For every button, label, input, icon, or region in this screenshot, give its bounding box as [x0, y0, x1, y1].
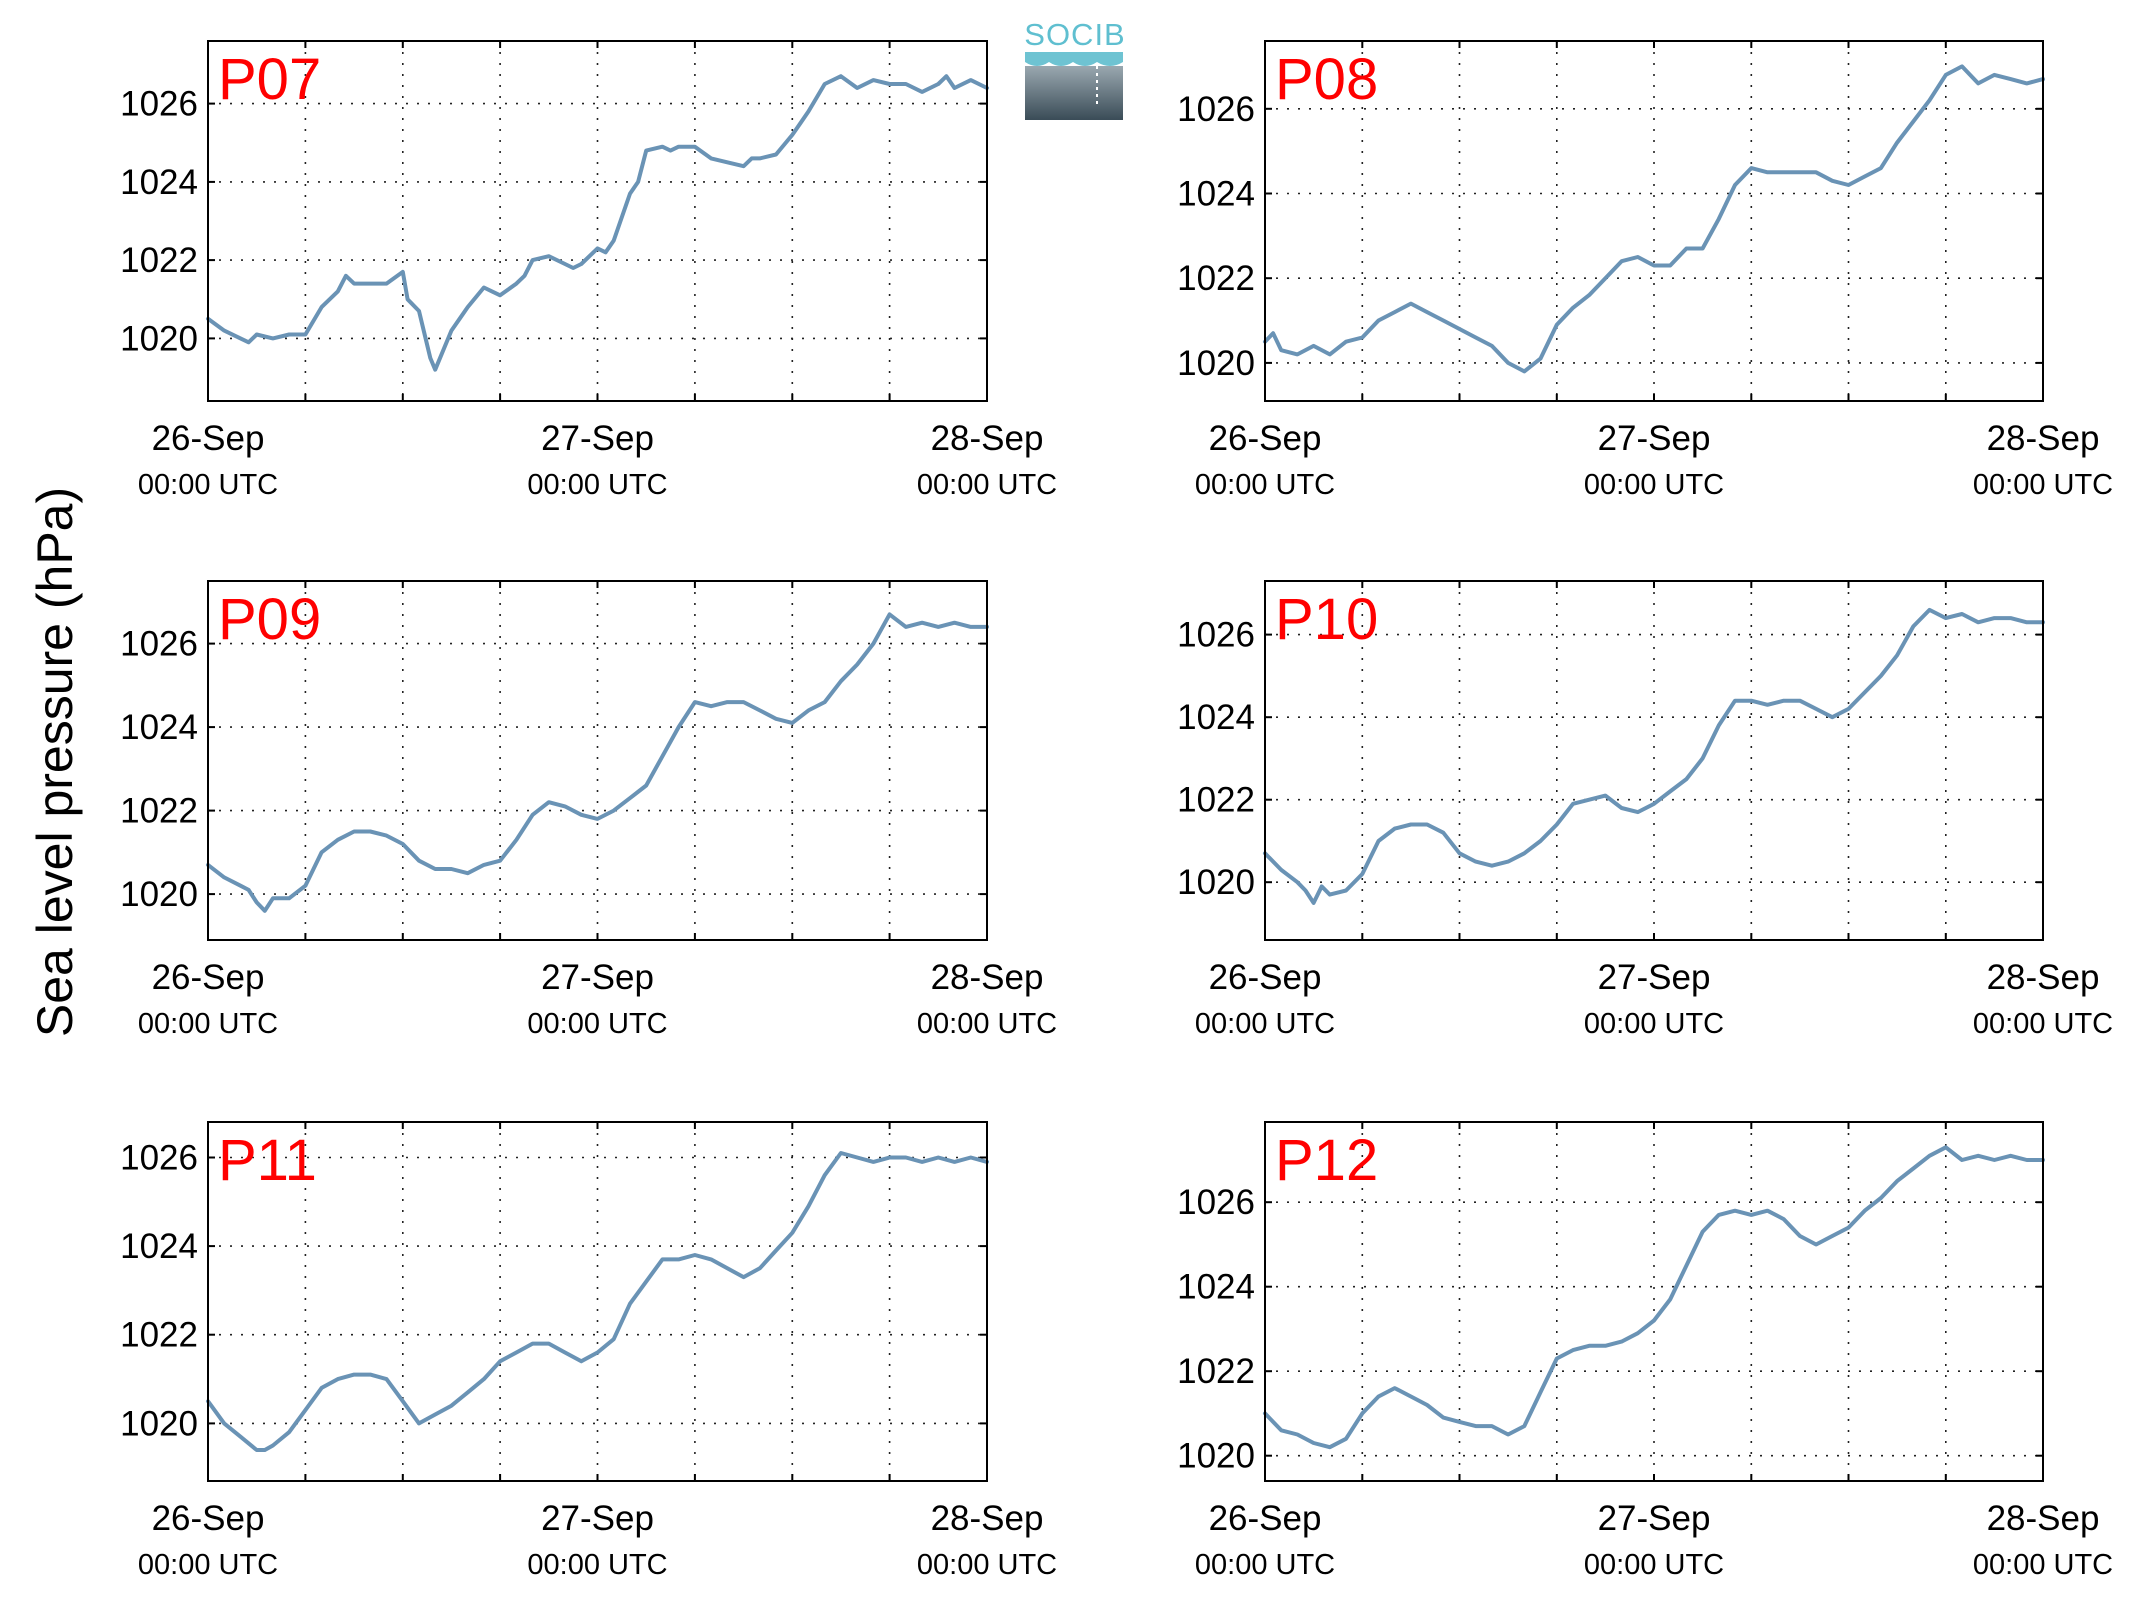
x-tick-sublabel: 00:00 UTC [138, 1549, 278, 1581]
x-tick-label: 28-Sep [1987, 958, 2100, 997]
x-tick-sublabel: 00:00 UTC [1195, 1549, 1335, 1581]
x-tick-label: 27-Sep [541, 958, 654, 997]
y-tick-label: 1024 [120, 708, 198, 747]
y-tick-label: 1024 [1177, 175, 1255, 214]
y-tick-label: 1026 [120, 85, 198, 124]
panel-p08: 1020 1022 1024 1026 26-Sep 00:00 UTC 27-Sep 00:… [1177, 40, 2113, 501]
y-tick-label: 1024 [120, 1227, 198, 1266]
x-tick-sublabel: 00:00 UTC [1584, 1549, 1724, 1581]
panel-p10: 1020 1022 1024 1026 26-Sep 00:00 UTC 27-Sep 00:… [1177, 580, 2113, 1040]
x-tick-label: 26-Sep [1209, 1499, 1322, 1538]
pressure-series-line [1263, 64, 2045, 374]
x-tick-label: 26-Sep [152, 419, 265, 458]
y-tick-label: 1020 [120, 319, 198, 358]
y-tick-label: 1020 [1177, 863, 1255, 902]
x-tick-label: 27-Sep [541, 419, 654, 458]
panel-label: P09 [218, 587, 321, 652]
x-tick-label: 28-Sep [931, 958, 1044, 997]
x-tick-sublabel: 00:00 UTC [1584, 469, 1724, 501]
x-tick-sublabel: 00:00 UTC [1973, 469, 2113, 501]
y-tick-label: 1026 [120, 1139, 198, 1178]
y-tick-label: 1022 [120, 1316, 198, 1355]
pressure-series-line [206, 74, 989, 372]
panel-label: P07 [218, 47, 321, 112]
y-tick-label: 1022 [1177, 1352, 1255, 1391]
x-tick-sublabel: 00:00 UTC [1195, 469, 1335, 501]
axes-frame [207, 40, 988, 402]
x-tick-label: 28-Sep [1987, 419, 2100, 458]
socib-logo: SOCIB [1024, 17, 1125, 120]
y-tick-label: 1026 [120, 625, 198, 664]
x-tick-sublabel: 00:00 UTC [527, 1549, 667, 1581]
x-tick-label: 26-Sep [1209, 958, 1322, 997]
y-tick-label: 1026 [1177, 1183, 1255, 1222]
x-tick-sublabel: 00:00 UTC [1584, 1008, 1724, 1040]
axes-frame [207, 580, 988, 941]
panel-label: P10 [1275, 587, 1378, 652]
y-tick-label: 1024 [120, 163, 198, 202]
x-tick-label: 28-Sep [931, 419, 1044, 458]
x-tick-label: 27-Sep [1598, 958, 1711, 997]
y-tick-label: 1022 [120, 241, 198, 280]
panel-p07: 1020 1022 1024 1026 26-Sep 00:00 UTC 27-Sep 00:… [120, 40, 1057, 501]
pressure-series-line [1263, 1145, 2045, 1450]
panel-p09: 1020 1022 1024 1026 26-Sep 00:00 UTC 27-Sep 00:… [120, 580, 1057, 1040]
x-tick-sublabel: 00:00 UTC [138, 1008, 278, 1040]
x-tick-sublabel: 00:00 UTC [1973, 1008, 2113, 1040]
logo-text: SOCIB [1024, 17, 1125, 52]
y-tick-label: 1020 [120, 875, 198, 914]
axes-frame [1264, 1121, 2044, 1482]
x-tick-label: 27-Sep [541, 1499, 654, 1538]
x-tick-label: 28-Sep [931, 1499, 1044, 1538]
x-tick-label: 26-Sep [152, 1499, 265, 1538]
y-tick-label: 1020 [120, 1404, 198, 1443]
y-tick-label: 1026 [1177, 90, 1255, 129]
y-tick-label: 1020 [1177, 1437, 1255, 1476]
x-tick-sublabel: 00:00 UTC [527, 1008, 667, 1040]
x-tick-sublabel: 00:00 UTC [917, 1549, 1057, 1581]
y-tick-label: 1024 [1177, 698, 1255, 737]
x-tick-sublabel: 00:00 UTC [138, 469, 278, 501]
panel-p12: 1020 1022 1024 1026 26-Sep 00:00 UTC 27-Sep 00:… [1177, 1121, 2113, 1581]
panels: 1020 1022 1024 1026 26-Sep 00:00 UTC 27-Sep 00:… [120, 40, 2113, 1581]
x-tick-label: 26-Sep [152, 958, 265, 997]
panel-label: P08 [1275, 47, 1378, 112]
y-axis-label: Sea level pressure (hPa) [27, 487, 83, 1037]
x-tick-sublabel: 00:00 UTC [917, 469, 1057, 501]
x-tick-sublabel: 00:00 UTC [1195, 1008, 1335, 1040]
y-tick-label: 1024 [1177, 1268, 1255, 1307]
x-tick-label: 26-Sep [1209, 419, 1322, 458]
x-tick-sublabel: 00:00 UTC [1973, 1549, 2113, 1581]
axes-frame [1264, 580, 2044, 941]
x-tick-sublabel: 00:00 UTC [527, 469, 667, 501]
y-tick-label: 1022 [120, 792, 198, 831]
pressure-series-line [206, 612, 989, 913]
axes-frame [1264, 40, 2044, 402]
y-tick-label: 1020 [1177, 344, 1255, 383]
pressure-series-line [206, 1151, 989, 1452]
y-tick-label: 1026 [1177, 616, 1255, 655]
panel-label: P11 [218, 1128, 317, 1193]
panel-label: P12 [1275, 1128, 1378, 1193]
x-tick-label: 27-Sep [1598, 1499, 1711, 1538]
axes-frame [207, 1121, 988, 1482]
x-tick-sublabel: 00:00 UTC [917, 1008, 1057, 1040]
x-tick-label: 28-Sep [1987, 1499, 2100, 1538]
x-tick-label: 27-Sep [1598, 419, 1711, 458]
panel-p11: 1020 1022 1024 1026 26-Sep 00:00 UTC 27-Sep 00:… [120, 1121, 1057, 1581]
y-tick-label: 1022 [1177, 781, 1255, 820]
pressure-series-line [1263, 607, 2045, 905]
y-tick-label: 1022 [1177, 259, 1255, 298]
